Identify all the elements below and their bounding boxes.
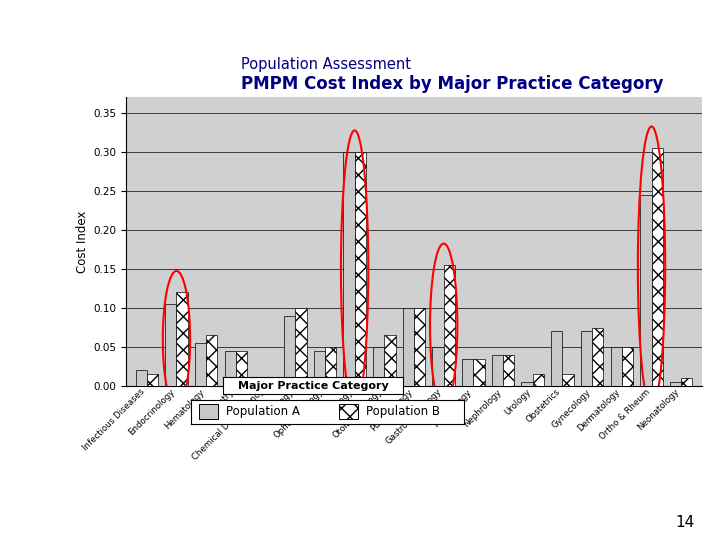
Bar (225, 351, 236, 386)
Bar (640, 195, 652, 386)
Bar (402, 308, 414, 386)
Text: Ortho & Rheum: Ortho & Rheum (598, 387, 652, 441)
Bar (552, 332, 562, 386)
Text: Otolaryngology: Otolaryngology (331, 387, 384, 440)
Text: Obstetrics: Obstetrics (525, 387, 562, 424)
Text: Population B: Population B (366, 405, 440, 418)
Bar (165, 304, 176, 386)
Bar (314, 351, 325, 386)
Bar (176, 292, 188, 386)
Bar (462, 359, 473, 386)
Bar (521, 382, 533, 386)
Text: Nephrology: Nephrology (462, 387, 503, 429)
Bar (147, 374, 158, 386)
Bar (236, 351, 247, 386)
Text: Psychiatry: Psychiatry (198, 387, 236, 425)
Text: Gastroenterology: Gastroenterology (384, 387, 444, 447)
FancyBboxPatch shape (199, 404, 218, 419)
Text: Pulmonology: Pulmonology (369, 387, 414, 433)
Bar (284, 316, 295, 386)
Text: Chemical Dependency: Chemical Dependency (190, 387, 266, 462)
Bar (652, 148, 663, 386)
Bar (343, 152, 355, 386)
Text: Gynecology: Gynecology (549, 387, 592, 430)
Text: Ophthalmology: Ophthalmology (272, 387, 325, 440)
Bar (414, 308, 426, 386)
Bar (325, 347, 336, 386)
Bar (492, 355, 503, 386)
Bar (355, 152, 366, 386)
Text: Neonatology: Neonatology (636, 387, 681, 433)
Bar (433, 347, 444, 386)
Text: Population A: Population A (226, 405, 300, 418)
Text: Neurology: Neurology (258, 387, 295, 425)
Bar (373, 347, 384, 386)
Bar (195, 343, 206, 386)
Bar (135, 370, 147, 386)
Bar (295, 308, 307, 386)
Text: Urology: Urology (503, 387, 533, 417)
Bar (266, 382, 276, 386)
Bar (533, 374, 544, 386)
Bar (622, 347, 633, 386)
Bar (581, 332, 592, 386)
Bar (670, 382, 681, 386)
Text: PMPM Cost Index by Major Practice Category: PMPM Cost Index by Major Practice Catego… (241, 75, 664, 92)
FancyBboxPatch shape (338, 404, 358, 419)
Text: Endocrinology: Endocrinology (127, 387, 176, 437)
Bar (611, 347, 622, 386)
Bar (384, 335, 395, 386)
Bar (473, 359, 485, 386)
Text: 14: 14 (675, 515, 695, 530)
Text: Infectious Diseases: Infectious Diseases (81, 387, 147, 453)
Bar (503, 355, 514, 386)
Text: Dermatology: Dermatology (576, 387, 622, 433)
Bar (681, 379, 693, 386)
Text: Cardiology: Cardiology (316, 387, 355, 426)
Y-axis label: Cost Index: Cost Index (76, 211, 89, 273)
Bar (562, 374, 574, 386)
Bar (444, 265, 455, 386)
Text: Major Practice Category: Major Practice Category (238, 381, 389, 390)
Text: Hematology: Hematology (163, 387, 206, 430)
Text: Hepatology: Hepatology (432, 387, 473, 429)
Bar (254, 382, 266, 386)
Text: Population Assessment: Population Assessment (241, 57, 411, 72)
Bar (206, 335, 217, 386)
Bar (592, 328, 603, 386)
